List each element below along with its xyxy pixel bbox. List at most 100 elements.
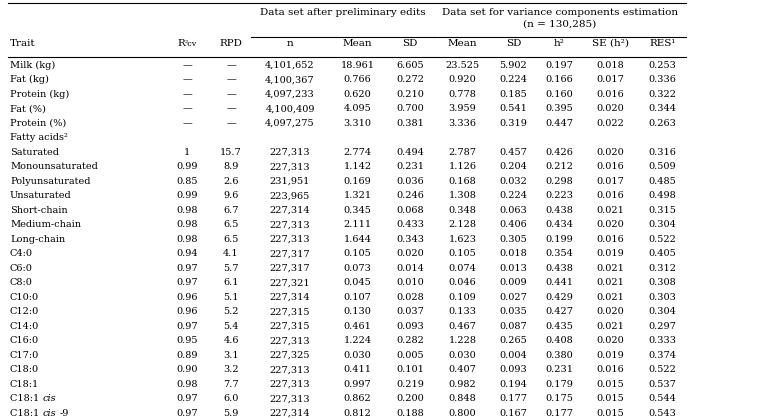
Text: RPD: RPD <box>220 39 243 48</box>
Text: 0.997: 0.997 <box>343 380 372 389</box>
Text: 0.021: 0.021 <box>597 264 624 273</box>
Text: 0.063: 0.063 <box>500 206 528 215</box>
Text: R: R <box>177 39 185 48</box>
Text: Mean: Mean <box>343 39 372 48</box>
Text: Long-chain: Long-chain <box>10 235 65 244</box>
Text: 0.019: 0.019 <box>597 351 624 360</box>
Text: 1.623: 1.623 <box>449 235 476 244</box>
Text: 0.087: 0.087 <box>500 322 528 331</box>
Text: 0.068: 0.068 <box>396 206 424 215</box>
Text: 0.017: 0.017 <box>597 75 624 84</box>
Text: 0.016: 0.016 <box>597 235 624 244</box>
Text: 2.111: 2.111 <box>343 220 372 229</box>
Text: 0.344: 0.344 <box>648 104 677 114</box>
Text: 0.015: 0.015 <box>597 380 624 389</box>
Text: 0.177: 0.177 <box>499 394 528 403</box>
Text: 227,313: 227,313 <box>270 235 310 244</box>
Text: 227,313: 227,313 <box>270 163 310 171</box>
Text: 0.354: 0.354 <box>545 249 573 259</box>
Text: 0.333: 0.333 <box>648 336 677 345</box>
Text: Data set after preliminary edits: Data set after preliminary edits <box>260 8 425 17</box>
Text: 0.032: 0.032 <box>499 177 528 186</box>
Text: 0.95: 0.95 <box>176 336 197 345</box>
Text: 227,315: 227,315 <box>270 322 310 331</box>
Text: 1.224: 1.224 <box>343 336 372 345</box>
Text: 23.525: 23.525 <box>445 61 479 70</box>
Text: 6.1: 6.1 <box>223 278 239 287</box>
Text: 0.97: 0.97 <box>176 278 198 287</box>
Text: —: — <box>182 119 192 128</box>
Text: 3.959: 3.959 <box>449 104 476 114</box>
Text: 0.94: 0.94 <box>176 249 198 259</box>
Text: 3.310: 3.310 <box>343 119 372 128</box>
Text: cis: cis <box>43 394 57 403</box>
Text: 0.017: 0.017 <box>597 177 624 186</box>
Text: 0.485: 0.485 <box>649 177 677 186</box>
Text: 5.1: 5.1 <box>223 293 239 302</box>
Text: 0.188: 0.188 <box>396 409 424 418</box>
Text: 0.405: 0.405 <box>649 249 677 259</box>
Text: 6.5: 6.5 <box>223 235 239 244</box>
Text: Fat (kg): Fat (kg) <box>10 75 49 84</box>
Text: 1.126: 1.126 <box>449 163 476 171</box>
Text: Fatty acids²: Fatty acids² <box>10 133 68 142</box>
Text: 227,313: 227,313 <box>270 148 310 157</box>
Text: 0.308: 0.308 <box>649 278 677 287</box>
Text: 227,313: 227,313 <box>270 336 310 345</box>
Text: SD: SD <box>402 39 418 48</box>
Text: 0.494: 0.494 <box>396 148 424 157</box>
Text: 0.406: 0.406 <box>500 220 528 229</box>
Text: 0.018: 0.018 <box>597 61 624 70</box>
Text: Mean: Mean <box>448 39 478 48</box>
Text: 0.920: 0.920 <box>449 75 476 84</box>
Text: 0.016: 0.016 <box>597 365 624 375</box>
Text: 0.395: 0.395 <box>545 104 573 114</box>
Text: C16:0: C16:0 <box>10 336 39 345</box>
Text: 0.282: 0.282 <box>396 336 424 345</box>
Text: Unsaturated: Unsaturated <box>10 191 71 200</box>
Text: 0.848: 0.848 <box>449 394 476 403</box>
Text: 0.016: 0.016 <box>597 90 624 99</box>
Text: 0.427: 0.427 <box>545 308 573 316</box>
Text: 227,313: 227,313 <box>270 365 310 375</box>
Text: 0.169: 0.169 <box>343 177 372 186</box>
Text: 0.212: 0.212 <box>545 163 573 171</box>
Text: Short-chain: Short-chain <box>10 206 68 215</box>
Text: 0.018: 0.018 <box>500 249 528 259</box>
Text: 227,314: 227,314 <box>270 409 310 418</box>
Text: 0.004: 0.004 <box>500 351 528 360</box>
Text: 0.96: 0.96 <box>176 308 197 316</box>
Text: 227,321: 227,321 <box>270 278 310 287</box>
Text: 18.961: 18.961 <box>340 61 375 70</box>
Text: 5.7: 5.7 <box>223 264 239 273</box>
Text: 0.97: 0.97 <box>176 409 198 418</box>
Text: 0.030: 0.030 <box>449 351 476 360</box>
Text: 0.175: 0.175 <box>545 394 573 403</box>
Text: C17:0: C17:0 <box>10 351 39 360</box>
Text: 4,101,652: 4,101,652 <box>265 61 315 70</box>
Text: 3.336: 3.336 <box>449 119 476 128</box>
Text: 0.447: 0.447 <box>545 119 573 128</box>
Text: 0.438: 0.438 <box>545 206 573 215</box>
Text: 0.020: 0.020 <box>597 148 624 157</box>
Text: 1.308: 1.308 <box>449 191 476 200</box>
Text: 0.522: 0.522 <box>648 365 677 375</box>
Text: 0.438: 0.438 <box>545 264 573 273</box>
Text: 227,317: 227,317 <box>270 249 310 259</box>
Text: 4.1: 4.1 <box>223 249 239 259</box>
Text: 0.028: 0.028 <box>396 293 424 302</box>
Text: RES¹: RES¹ <box>649 39 676 48</box>
Text: 0.199: 0.199 <box>545 235 573 244</box>
Text: 0.036: 0.036 <box>396 177 424 186</box>
Text: 0.303: 0.303 <box>648 293 677 302</box>
Text: 0.89: 0.89 <box>176 351 197 360</box>
Text: 0.022: 0.022 <box>597 119 624 128</box>
Text: 0.434: 0.434 <box>545 220 573 229</box>
Text: 0.297: 0.297 <box>648 322 677 331</box>
Text: cis: cis <box>43 409 57 418</box>
Text: 0.441: 0.441 <box>545 278 573 287</box>
Text: 5.9: 5.9 <box>223 409 239 418</box>
Text: 0.197: 0.197 <box>545 61 573 70</box>
Text: 7.7: 7.7 <box>223 380 239 389</box>
Text: 0.020: 0.020 <box>597 336 624 345</box>
